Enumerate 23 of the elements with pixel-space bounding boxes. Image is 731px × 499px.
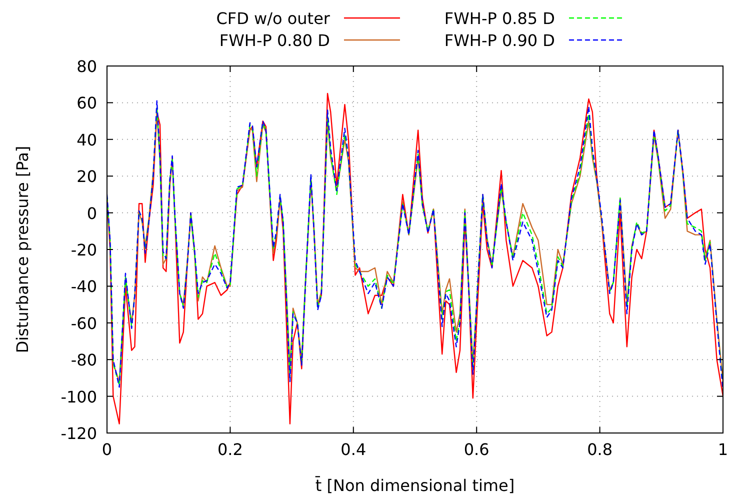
y-tick-label: 20: [76, 167, 97, 186]
x-tick-label: 0.4: [340, 440, 366, 459]
x-tick-label: 0.8: [587, 440, 613, 459]
y-tick-label: -60: [70, 314, 97, 333]
y-tick-label: 0: [86, 204, 97, 223]
y-tick-label: -120: [60, 424, 97, 443]
x-tick-label: 0: [102, 440, 112, 459]
y-tick-label: 40: [76, 130, 97, 150]
legend-label: FWH-P 0.80 D: [219, 31, 330, 50]
y-tick-label: -100: [60, 387, 97, 406]
legend-label: FWH-P 0.90 D: [444, 31, 555, 50]
y-tick-label: -20: [70, 240, 97, 260]
x-tick-label: 1: [718, 440, 728, 459]
x-tick-label: 0.2: [217, 440, 243, 459]
y-axis-title: Disturbance pressure [Pa]: [13, 146, 32, 354]
y-tick-label: -80: [70, 350, 97, 370]
x-tick-label: 0.6: [464, 440, 490, 459]
legend-label: FWH-P 0.85 D: [444, 9, 555, 28]
y-tick-label: 80: [76, 57, 97, 76]
y-tick-label: -40: [70, 277, 97, 296]
y-tick-label: 60: [76, 94, 97, 113]
legend-label: CFD w/o outer: [216, 9, 330, 28]
x-axis-title: t̄ [Non dimensional time]: [314, 476, 515, 495]
